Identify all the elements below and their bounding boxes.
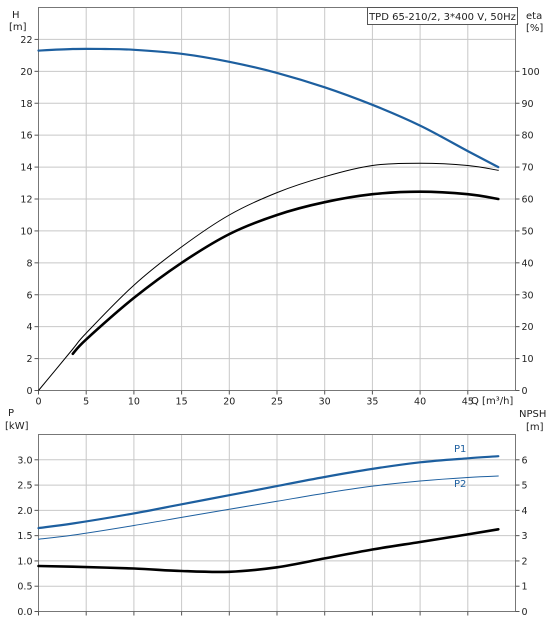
bottom-right-tick-label: 3 [522, 531, 528, 542]
bottom-right-axis-label-2: [m] [526, 422, 544, 433]
top-x-axis-label: Q [m³/h] [471, 396, 513, 407]
series-label-p1: P1 [454, 444, 466, 455]
bottom-right-tick-label: 1 [522, 582, 528, 593]
bottom-series-line-p1 [37, 455, 500, 530]
bottom-right-tick-label: 4 [522, 506, 528, 517]
bottom-right-tick-label: 5 [522, 481, 528, 492]
top-series-line-1 [38, 162, 499, 391]
bottom-left-tick-label: 3.0 [17, 455, 32, 466]
top-left-axis-label-1: H [12, 10, 20, 21]
bottom-series-line-p2 [38, 475, 499, 540]
top-right-tick-label: 50 [522, 226, 534, 237]
top-right-axis-label-1: eta [526, 11, 542, 22]
top-right-tick-label: 100 [522, 67, 540, 78]
bottom-right-tick-label: 0 [522, 607, 528, 618]
top-right-tick-label: 0 [522, 386, 528, 397]
bottom-left-tick-label: 1.5 [17, 531, 32, 542]
top-right-tick-label: 80 [522, 131, 534, 142]
bottom-left-tick-label: 0.0 [17, 607, 32, 618]
top-x-tick-label: 10 [128, 397, 140, 408]
bottom-series [37, 455, 500, 574]
top-series-line-0 [37, 47, 500, 169]
top-left-tick-label: 20 [20, 67, 32, 78]
bottom-right-axis-label-1: NPSH [519, 409, 546, 420]
top-left-tick-label: 22 [20, 35, 32, 46]
bottom-right-tick-label: 2 [522, 556, 528, 567]
title-box [367, 7, 518, 25]
bottom-grid [38, 434, 516, 612]
top-series-line-2 [71, 190, 500, 356]
bottom-left-axis-label-2: [kW] [5, 421, 29, 432]
series-label-p2: P2 [454, 479, 466, 490]
top-x-tick-label: 20 [223, 397, 235, 408]
top-series [37, 47, 500, 391]
top-left-tick-label: 10 [20, 226, 32, 237]
top-x-tick-label: 45 [462, 397, 474, 408]
bottom-right-tick-label: 6 [522, 455, 528, 466]
top-left-tick-label: 2 [26, 354, 32, 365]
top-right-tick-label: 10 [522, 354, 534, 365]
top-left-tick-label: 6 [26, 290, 32, 301]
top-left-axis-label-2: [m] [9, 22, 27, 33]
bottom-left-tick-label: 2.5 [17, 481, 32, 492]
bottom-left-axis-label-1: P [8, 408, 14, 419]
top-x-tick-label: 0 [35, 397, 41, 408]
axis-ticks: 0 5 10 15 20 25 30 35 40 450246810121416182022010… [17, 35, 539, 618]
bottom-left-tick-label: 0.5 [17, 582, 32, 593]
top-right-tick-label: 40 [522, 258, 534, 269]
top-left-tick-label: 18 [20, 99, 32, 110]
bottom-series-line-2 [37, 528, 500, 574]
top-right-tick-label: 60 [522, 195, 534, 206]
top-right-tick-label: 90 [522, 99, 534, 110]
bottom-left-tick-label: 2.0 [17, 506, 32, 517]
top-left-tick-label: 0 [26, 386, 32, 397]
top-right-axis-label-2: [%] [526, 23, 543, 34]
top-x-tick-label: 40 [414, 397, 426, 408]
top-x-tick-label: 15 [176, 397, 188, 408]
top-right-tick-label: 20 [522, 322, 534, 333]
top-left-tick-label: 12 [20, 195, 32, 206]
bottom-left-tick-label: 1.0 [17, 556, 32, 567]
top-right-tick-label: 70 [522, 163, 534, 174]
top-x-tick-label: 30 [319, 397, 331, 408]
top-right-tick-label: 30 [522, 290, 534, 301]
top-x-tick-label: 25 [271, 397, 283, 408]
chart-title: TPD 65-210/2, 3*400 V, 50Hz [368, 12, 516, 23]
top-left-tick-label: 14 [20, 163, 32, 174]
top-x-tick-label: 35 [366, 397, 378, 408]
top-left-tick-label: 16 [20, 131, 32, 142]
top-left-tick-label: 4 [26, 322, 32, 333]
top-left-tick-label: 8 [26, 258, 32, 269]
top-x-tick-label: 5 [83, 397, 89, 408]
